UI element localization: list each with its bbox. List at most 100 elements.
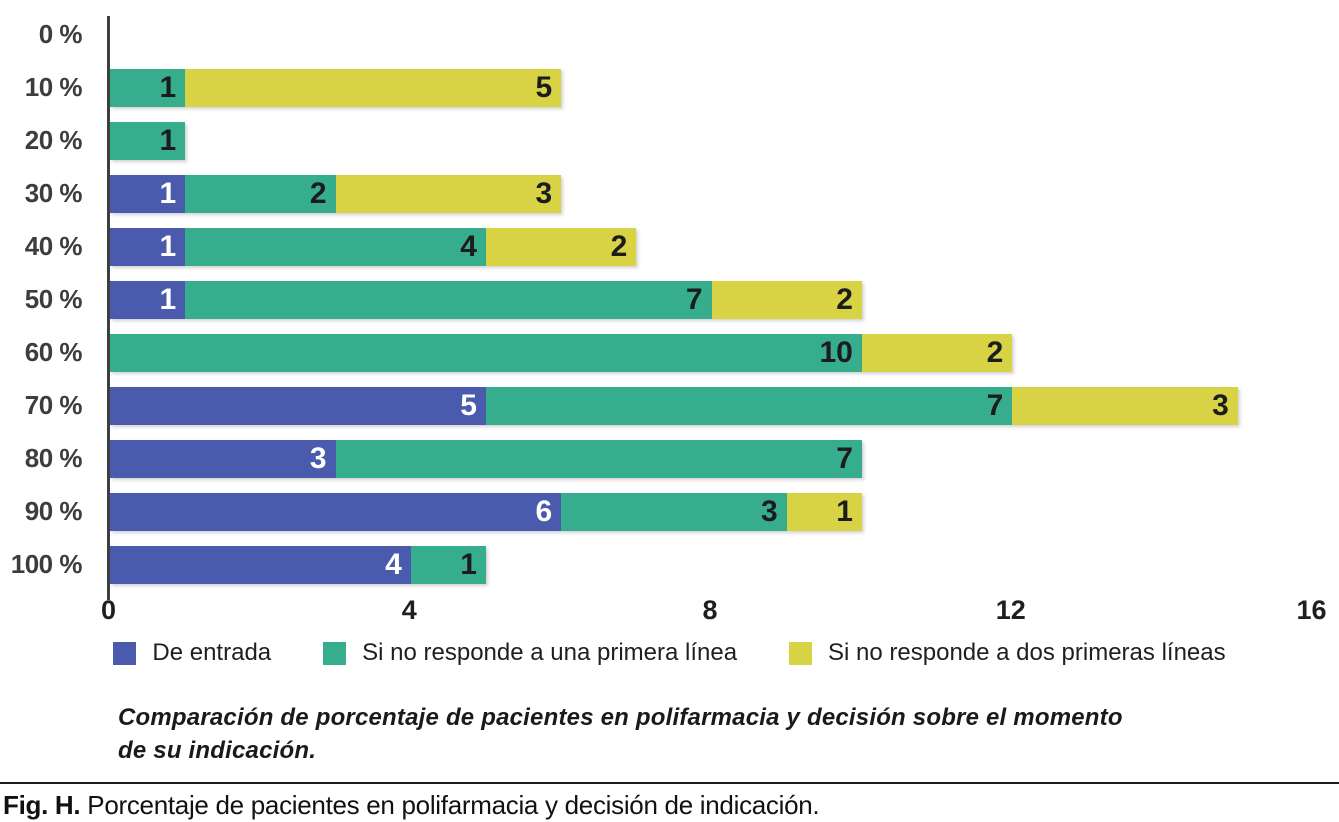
- bar-segment: 5: [185, 68, 562, 107]
- bar-segment: 1: [786, 492, 862, 531]
- stacked-bar: 1 2 3: [110, 174, 562, 213]
- figure-caption: Fig. H. Porcentaje de pacientes en polif…: [3, 790, 1333, 821]
- bar-track: 1 7 2: [110, 273, 1313, 326]
- bar-segment: 1: [110, 280, 186, 319]
- bar-segment: 2: [485, 227, 637, 266]
- bar-segment: 5: [110, 386, 486, 425]
- bar-row: 10 % 1 5: [0, 61, 1339, 114]
- bar-segment: 1: [110, 174, 186, 213]
- bar-value-label: 1: [159, 70, 177, 104]
- bar-value-label: 1: [159, 229, 177, 263]
- y-axis-label: 0 %: [38, 19, 83, 49]
- bar-track: 1 4 2: [110, 220, 1313, 273]
- bar-track: 5 7 3: [110, 379, 1313, 432]
- y-axis-label: 40 %: [24, 231, 83, 261]
- bar-value-label: 1: [836, 494, 853, 528]
- x-axis-tick-label: 0: [100, 595, 117, 625]
- bar-value-label: 4: [460, 229, 477, 263]
- bar-value-label: 2: [309, 176, 327, 210]
- bar-value-label: 7: [685, 282, 703, 316]
- bar-value-label: 10: [819, 335, 853, 369]
- y-axis-label: 70 %: [24, 390, 83, 420]
- bar-row: 80 % 3 7: [0, 432, 1339, 485]
- bar-row: 70 % 5 7 3: [0, 379, 1339, 432]
- bar-segment: 3: [1012, 386, 1238, 425]
- bar-value-label: 4: [385, 547, 402, 581]
- bar-segment: 3: [110, 439, 336, 478]
- bar-value-label: 1: [460, 547, 477, 581]
- legend: De entrada Si no responde a una primera l…: [0, 637, 1339, 669]
- bar-row: 20 % 1: [0, 114, 1339, 167]
- bar-segment: 2: [185, 174, 336, 213]
- x-axis-tick-label: 12: [995, 595, 1026, 625]
- legend-item: Si no responde a una primera línea: [323, 639, 737, 667]
- bar-segment: 2: [711, 280, 862, 319]
- chart-caption: Comparación de porcentaje de pacientes e…: [118, 704, 1123, 765]
- bar-value-label: 3: [1212, 388, 1229, 422]
- bar-segment: 7: [335, 439, 862, 478]
- bar-row: 30 % 1 2 3: [0, 167, 1339, 220]
- bar-row: 0 %: [0, 8, 1339, 61]
- bar-segment: 6: [110, 492, 562, 531]
- bar-value-label: 1: [159, 282, 177, 316]
- bar-segment: 1: [410, 545, 486, 584]
- bar-row: 50 % 1 7 2: [0, 273, 1339, 326]
- stacked-bar-chart: 0 % 10 % 1 5 20 % 1 30 % 1 2 3 40 % 1 4 2 50 % 1 7 2 60 % 1…: [0, 8, 1339, 765]
- bar-segment: 4: [185, 227, 486, 266]
- y-axis-line: [107, 16, 110, 600]
- y-axis-label: 10 %: [24, 72, 83, 102]
- x-axis-tick-label: 8: [702, 595, 718, 625]
- bar-segment: 3: [561, 492, 787, 531]
- stacked-bar: 5 7 3: [110, 386, 1238, 425]
- legend-label: De entrada: [152, 639, 272, 666]
- bar-row: 40 % 1 4 2: [0, 220, 1339, 273]
- y-axis-label: 80 %: [24, 443, 83, 473]
- legend-item: Si no responde a dos primeras líneas: [789, 639, 1226, 667]
- legend-swatch: [323, 641, 347, 665]
- legend-swatch: [789, 641, 813, 665]
- bar-track: [110, 8, 1313, 61]
- bar-segment: 3: [335, 174, 562, 213]
- bar-value-label: 3: [761, 494, 778, 528]
- y-axis-label: 30 %: [24, 178, 83, 208]
- stacked-bar: 1 7 2: [110, 280, 862, 319]
- figure-divider: [0, 782, 1339, 784]
- bar-segment: 1: [110, 121, 186, 160]
- bar-segment: 1: [110, 68, 186, 107]
- bar-track: 10 2: [110, 326, 1313, 379]
- y-axis-label: 60 %: [24, 337, 83, 367]
- figure-caption-text: Porcentaje de pacientes en polifarmacia …: [87, 790, 820, 820]
- bar-value-label: 7: [986, 388, 1004, 422]
- bar-segment: 7: [185, 280, 712, 319]
- bar-segment: 10: [110, 333, 862, 372]
- bar-track: 1 2 3: [110, 167, 1313, 220]
- bar-row: 60 % 10 2: [0, 326, 1339, 379]
- bar-value-label: 7: [836, 441, 853, 475]
- bar-value-label: 6: [535, 494, 553, 528]
- y-axis-label: 90 %: [24, 496, 83, 526]
- bar-track: 1: [110, 114, 1313, 167]
- x-axis: 0 4 8 12 16: [0, 591, 1339, 629]
- bar-segment: 4: [110, 545, 411, 584]
- bar-value-label: 2: [986, 335, 1004, 369]
- bar-value-label: 5: [460, 388, 477, 422]
- bar-value-label: 3: [535, 176, 553, 210]
- bar-value-label: 2: [836, 282, 853, 316]
- legend-swatch: [113, 641, 137, 665]
- y-axis-label: 100 %: [10, 549, 83, 579]
- x-axis-tick-label: 16: [1296, 595, 1327, 625]
- stacked-bar: 1: [110, 121, 186, 160]
- bar-value-label: 2: [610, 229, 628, 263]
- y-axis-label: 20 %: [24, 125, 83, 155]
- bar-row: 100 % 4 1: [0, 538, 1339, 591]
- bar-value-label: 1: [159, 123, 177, 157]
- bar-segment: 2: [861, 333, 1013, 372]
- stacked-bar: 10 2: [110, 333, 1013, 372]
- stacked-bar: 1 4 2: [110, 227, 637, 266]
- bar-track: 6 3 1: [110, 485, 1313, 538]
- figure-label: Fig. H.: [3, 790, 81, 820]
